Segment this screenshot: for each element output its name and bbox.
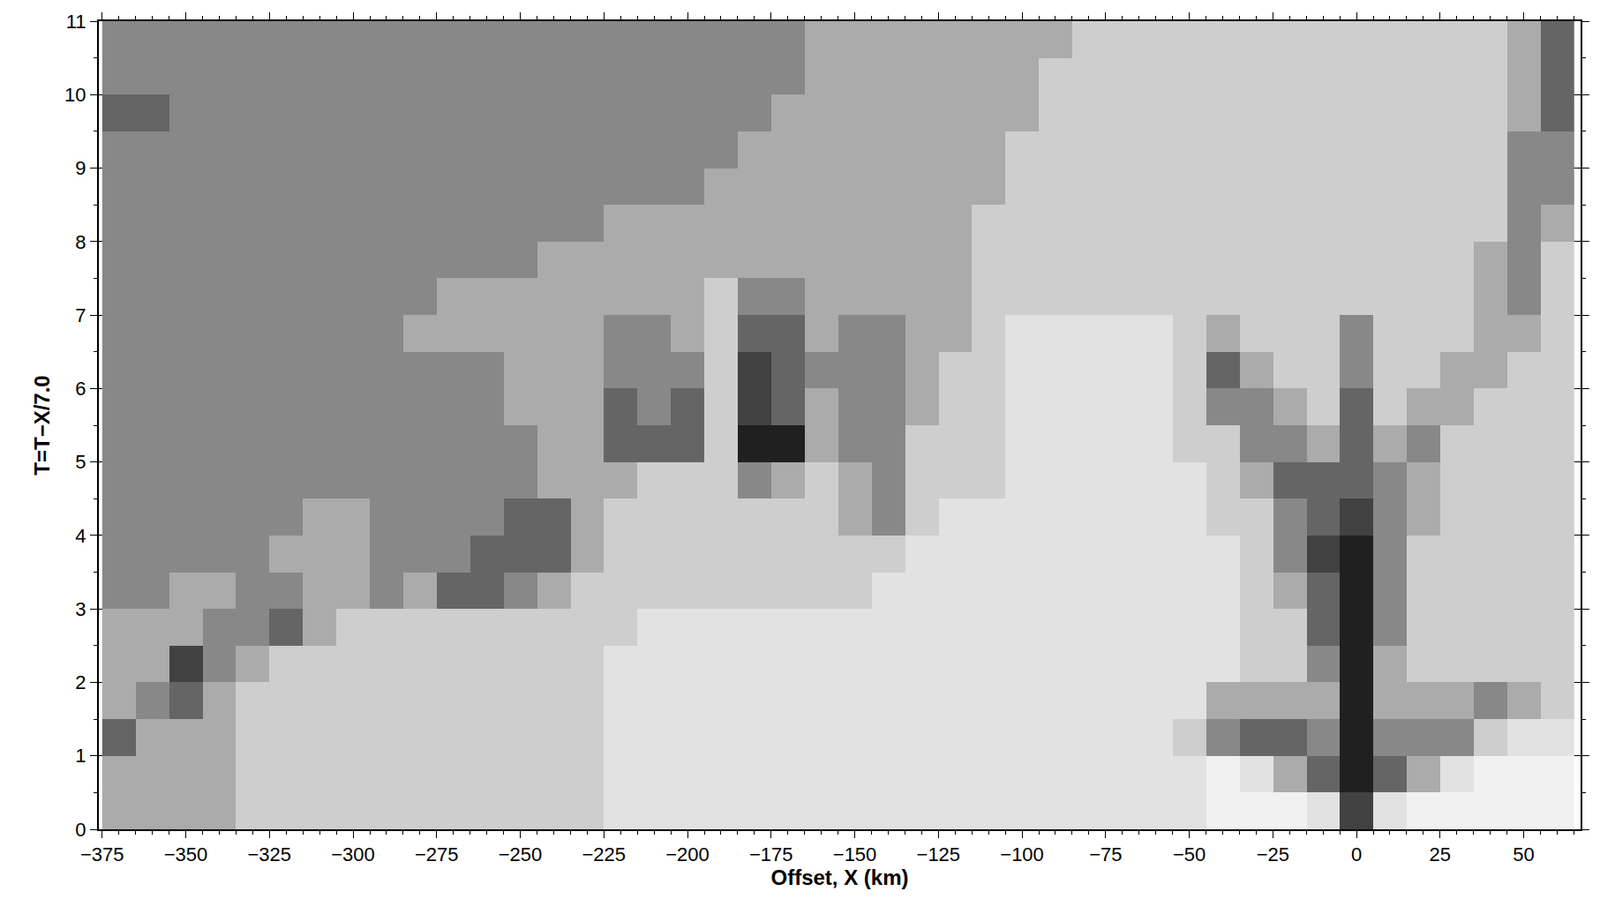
svg-text:−250: −250 [498, 843, 543, 866]
svg-text:0: 0 [1351, 843, 1362, 866]
svg-text:3: 3 [75, 598, 86, 621]
svg-text:25: 25 [1429, 843, 1451, 866]
svg-text:2: 2 [75, 671, 86, 694]
svg-text:−150: −150 [833, 843, 878, 866]
svg-text:−225: −225 [582, 843, 627, 866]
svg-text:50: 50 [1512, 843, 1534, 866]
svg-text:−350: −350 [164, 843, 209, 866]
svg-text:9: 9 [75, 157, 86, 180]
svg-text:Offset, X (km): Offset, X (km) [770, 865, 909, 890]
svg-text:−200: −200 [665, 843, 710, 866]
svg-text:7: 7 [75, 304, 86, 327]
svg-text:0: 0 [75, 818, 86, 842]
svg-text:−300: −300 [330, 843, 376, 866]
svg-text:−100: −100 [999, 843, 1045, 866]
svg-text:−125: −125 [916, 843, 962, 866]
svg-text:8: 8 [75, 231, 86, 254]
svg-text:T=T−X/7.0: T=T−X/7.0 [30, 375, 54, 475]
svg-text:10: 10 [64, 83, 86, 106]
svg-text:−275: −275 [414, 843, 459, 866]
svg-text:−50: −50 [1172, 843, 1206, 866]
svg-text:11: 11 [66, 10, 87, 33]
svg-text:−75: −75 [1089, 843, 1122, 866]
svg-text:1: 1 [75, 744, 86, 767]
svg-text:−25: −25 [1256, 843, 1290, 866]
svg-text:−175: −175 [749, 843, 794, 866]
svg-text:−375: −375 [80, 843, 125, 866]
svg-text:−325: −325 [247, 843, 293, 866]
svg-text:6: 6 [75, 377, 86, 400]
svg-text:4: 4 [75, 525, 86, 548]
svg-text:5: 5 [75, 450, 86, 474]
